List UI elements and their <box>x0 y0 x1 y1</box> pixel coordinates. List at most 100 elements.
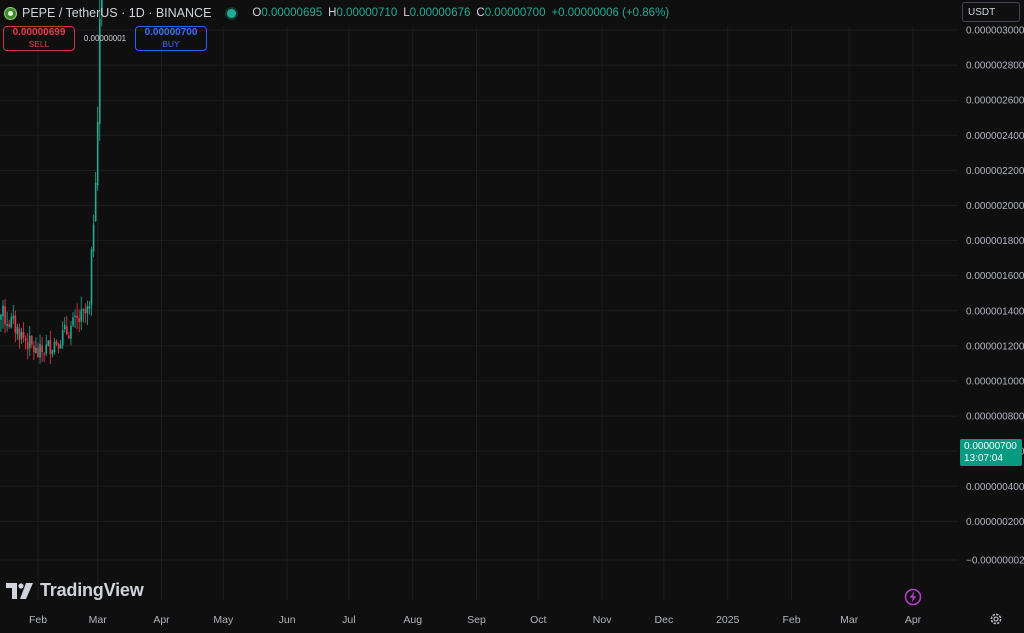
y-tick-label: 0.0000022000 <box>966 166 1024 177</box>
candle <box>70 320 72 346</box>
candle-body <box>74 315 76 317</box>
candle <box>31 335 33 349</box>
candle <box>72 312 74 328</box>
candle <box>20 327 23 344</box>
gear-icon[interactable] <box>989 612 1003 626</box>
candle <box>66 315 68 336</box>
lightning-icon[interactable] <box>904 588 922 606</box>
high-value: 0.00000710 <box>336 7 398 19</box>
live-status-dot <box>227 8 237 18</box>
candle-body <box>41 345 43 353</box>
y-tick-label: 0.0000024000 <box>966 131 1024 142</box>
candle-body <box>86 306 89 314</box>
candle-body <box>0 314 2 320</box>
candle <box>41 336 43 362</box>
candle-body <box>33 345 35 353</box>
candle <box>82 308 85 323</box>
candle-body <box>84 308 87 314</box>
candle <box>55 339 58 347</box>
sell-price: 0.00000699 <box>12 27 66 38</box>
candle-body <box>12 315 15 319</box>
x-tick-label: Sep <box>467 614 486 626</box>
candle-body <box>59 344 62 349</box>
candle-body <box>22 332 25 338</box>
candle <box>84 303 87 324</box>
candle <box>28 325 31 357</box>
candle <box>35 337 37 354</box>
candle <box>24 335 27 350</box>
last-price-label: 0.00000700 <box>964 440 1017 452</box>
candle-body <box>55 340 58 345</box>
candle <box>61 321 64 350</box>
sell-button[interactable]: 0.00000699 SELL <box>3 26 75 51</box>
candle-body <box>53 342 56 352</box>
candle <box>37 342 39 359</box>
symbol-title[interactable]: PEPE / TetherUS · 1D · BINANCE <box>22 6 212 20</box>
y-tick-label: 0.0000014000 <box>966 306 1024 317</box>
candle <box>47 340 50 347</box>
candle <box>98 0 101 142</box>
y-tick-label: 0.0000012000 <box>966 341 1024 352</box>
y-tick-label: 0.0000016000 <box>966 271 1024 282</box>
y-tick-label: 0.0000026000 <box>966 96 1024 107</box>
last-price-tag: 0.00000700 13:07:04 <box>960 439 1022 466</box>
y-tick-label: 0.0000004000 <box>966 482 1024 493</box>
candle <box>22 322 25 343</box>
candle <box>6 311 8 332</box>
candle-body <box>35 347 37 354</box>
candle <box>78 309 80 333</box>
candle <box>49 330 52 364</box>
high-label: H <box>328 7 337 19</box>
candle-body <box>88 305 91 309</box>
candle-body <box>8 324 10 327</box>
candle-body <box>24 338 27 341</box>
chart-legend: PEPE / TetherUS · 1D · BINANCE O 0.00000… <box>4 4 675 22</box>
candle-body <box>66 326 68 335</box>
candle-body <box>94 182 97 222</box>
x-tick-label: Jun <box>279 614 296 626</box>
y-tick-label: 0.0000002000 <box>966 517 1024 528</box>
candle <box>90 247 93 316</box>
candle-body <box>14 315 17 333</box>
y-tick-label: −0.0000000200 <box>966 555 1024 566</box>
y-tick-label: 0.0000030000 <box>966 26 1024 37</box>
candle-body <box>26 341 29 350</box>
x-tick-label: May <box>213 614 234 626</box>
buy-button[interactable]: 0.00000700 BUY <box>135 26 207 51</box>
candle-body <box>78 318 80 322</box>
candle-body <box>2 305 4 317</box>
x-tick-label: Aug <box>403 614 422 626</box>
candle-body <box>43 353 45 355</box>
y-tick-label: 0.0000018000 <box>966 236 1024 247</box>
candle-body <box>20 331 23 339</box>
candle <box>88 300 91 315</box>
currency-value: USDT <box>968 6 996 18</box>
candle-body <box>63 324 66 330</box>
x-tick-label: Jul <box>342 614 355 626</box>
candle <box>16 323 19 340</box>
candle-body <box>51 350 54 355</box>
candle <box>92 214 95 258</box>
candle-body <box>82 309 85 311</box>
candle <box>4 299 6 334</box>
x-tick-label: Nov <box>593 614 612 626</box>
candle-body <box>61 330 64 346</box>
candle <box>53 337 56 355</box>
candle <box>45 334 48 357</box>
x-tick-label: Apr <box>905 614 922 626</box>
spread-value: 0.00000001 <box>83 34 127 43</box>
candle-body <box>16 326 19 335</box>
candle <box>94 171 97 222</box>
candle-body <box>28 335 31 348</box>
candle <box>86 300 89 325</box>
x-tick-label: Apr <box>153 614 170 626</box>
candle-body <box>10 317 13 328</box>
tradingview-logo[interactable]: TradingView <box>6 580 144 601</box>
candle-body <box>92 224 95 252</box>
candle <box>18 323 21 349</box>
candle <box>76 303 78 330</box>
close-label: C <box>476 7 485 19</box>
currency-select[interactable]: USDT <box>962 2 1020 22</box>
